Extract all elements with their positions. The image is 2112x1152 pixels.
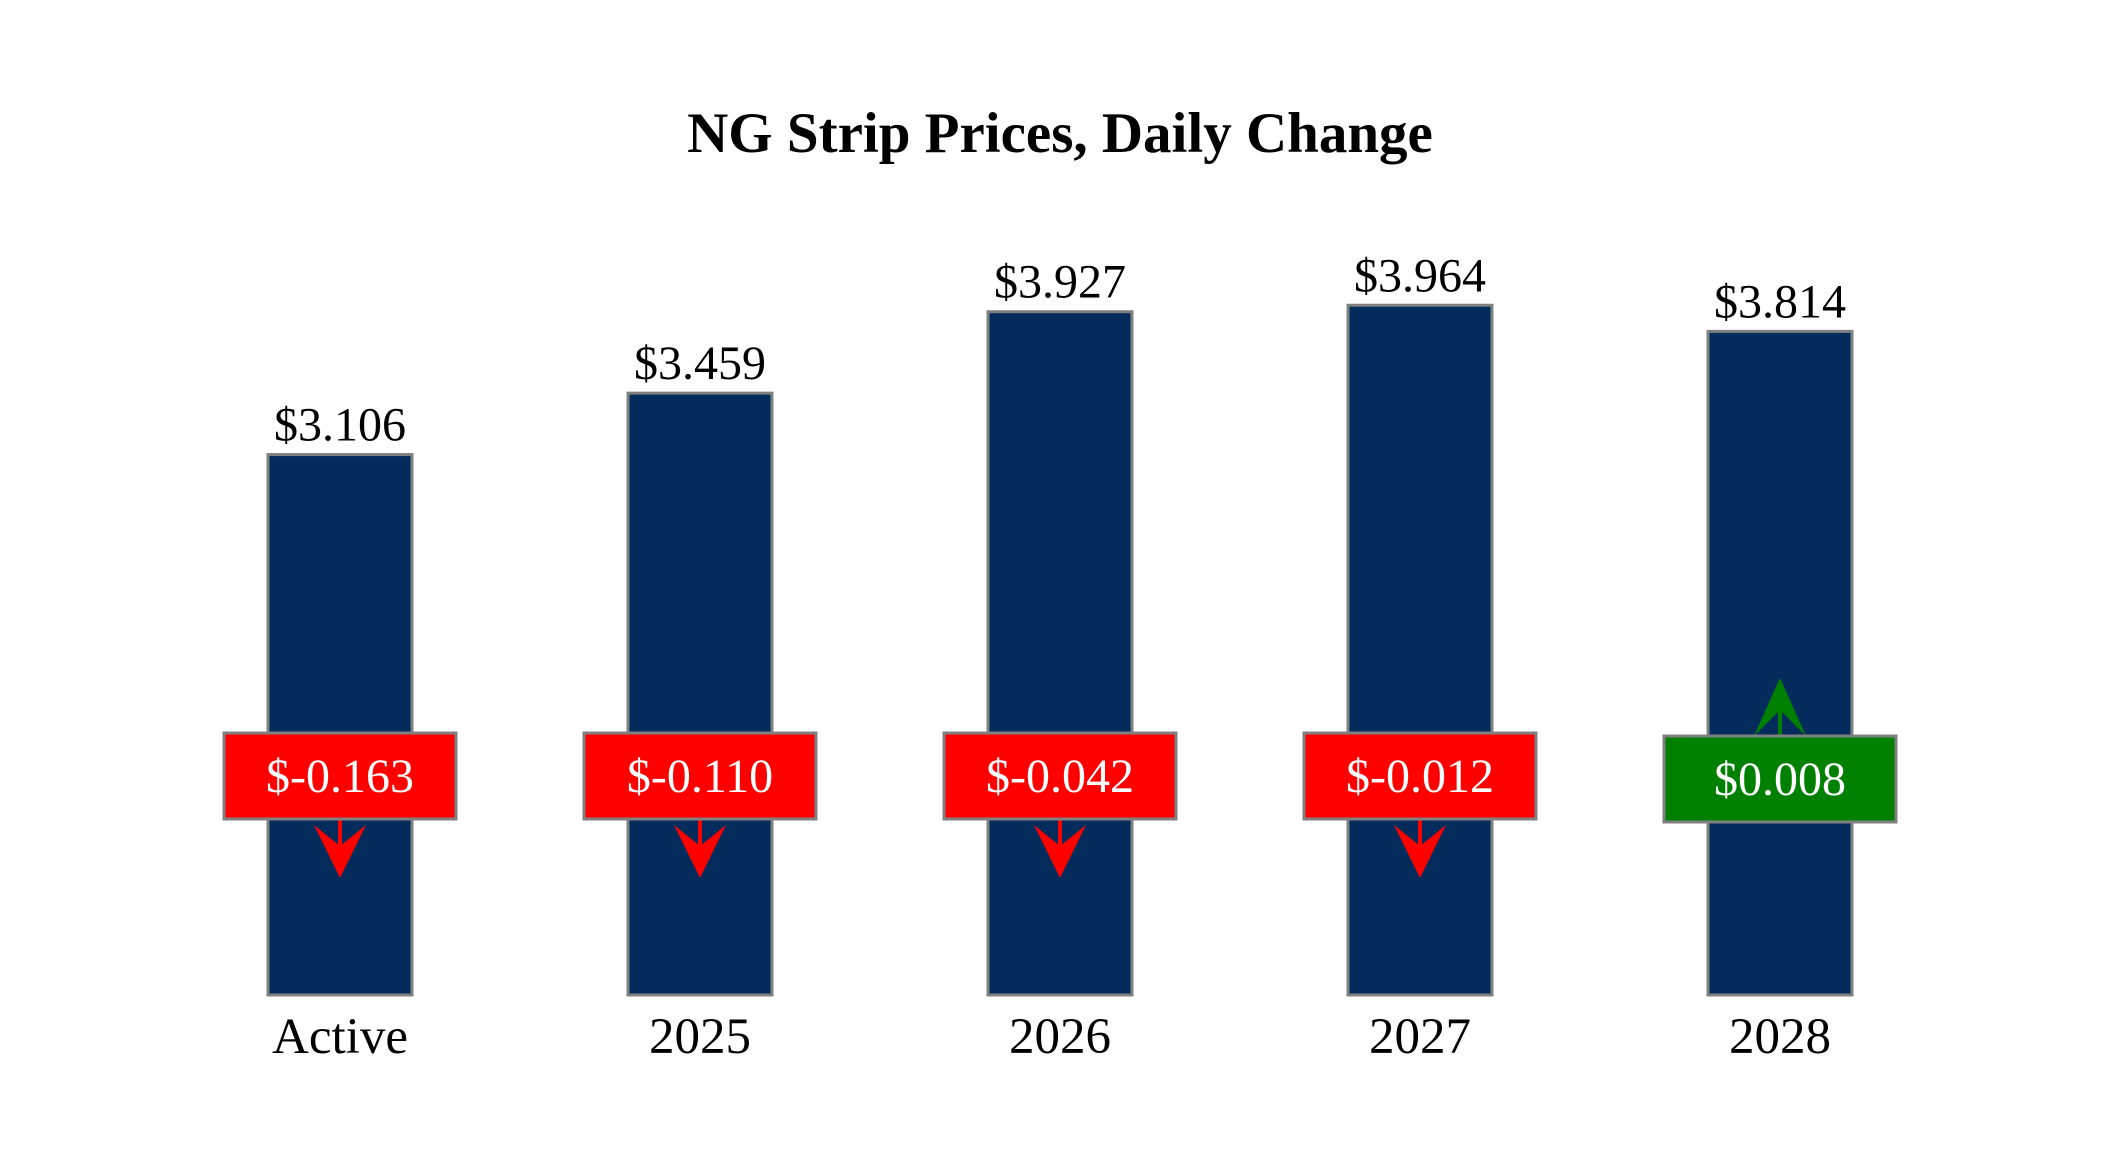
- category-label: 2025: [649, 1009, 751, 1065]
- change-label: $-0.110: [627, 750, 773, 803]
- value-label: $3.927: [994, 256, 1126, 309]
- value-label: $3.964: [1354, 249, 1486, 302]
- up-arrow-head-icon: [1754, 678, 1806, 736]
- down-arrow-head-icon: [674, 825, 726, 878]
- category-label: 2026: [1009, 1009, 1111, 1065]
- change-label: $-0.042: [986, 750, 1134, 803]
- change-badge-down: [1302, 731, 1538, 821]
- down-arrow-head-icon: [1034, 825, 1086, 878]
- bar: [1346, 303, 1494, 997]
- category-label: 2027: [1369, 1009, 1471, 1065]
- down-arrow-head-icon: [1394, 825, 1446, 878]
- change-badge-down: [222, 731, 458, 821]
- bar: [626, 391, 774, 997]
- value-label: $3.814: [1714, 275, 1846, 328]
- bar: [1706, 329, 1854, 997]
- change-label: $-0.163: [266, 750, 414, 803]
- bar: [266, 453, 414, 997]
- change-label: $-0.012: [1346, 750, 1494, 803]
- change-badge-down: [582, 731, 818, 821]
- down-arrow-head-icon: [314, 825, 366, 878]
- change-label: $0.008: [1714, 753, 1846, 806]
- change-badge-up: [1662, 734, 1898, 824]
- category-label: 2028: [1729, 1009, 1831, 1065]
- value-label: $3.459: [634, 337, 766, 390]
- bar: [986, 310, 1134, 997]
- change-badge-down: [942, 731, 1178, 821]
- value-label: $3.106: [274, 399, 406, 452]
- chart-title: NG Strip Prices, Daily Change: [687, 102, 1433, 165]
- category-label: Active: [272, 1009, 408, 1065]
